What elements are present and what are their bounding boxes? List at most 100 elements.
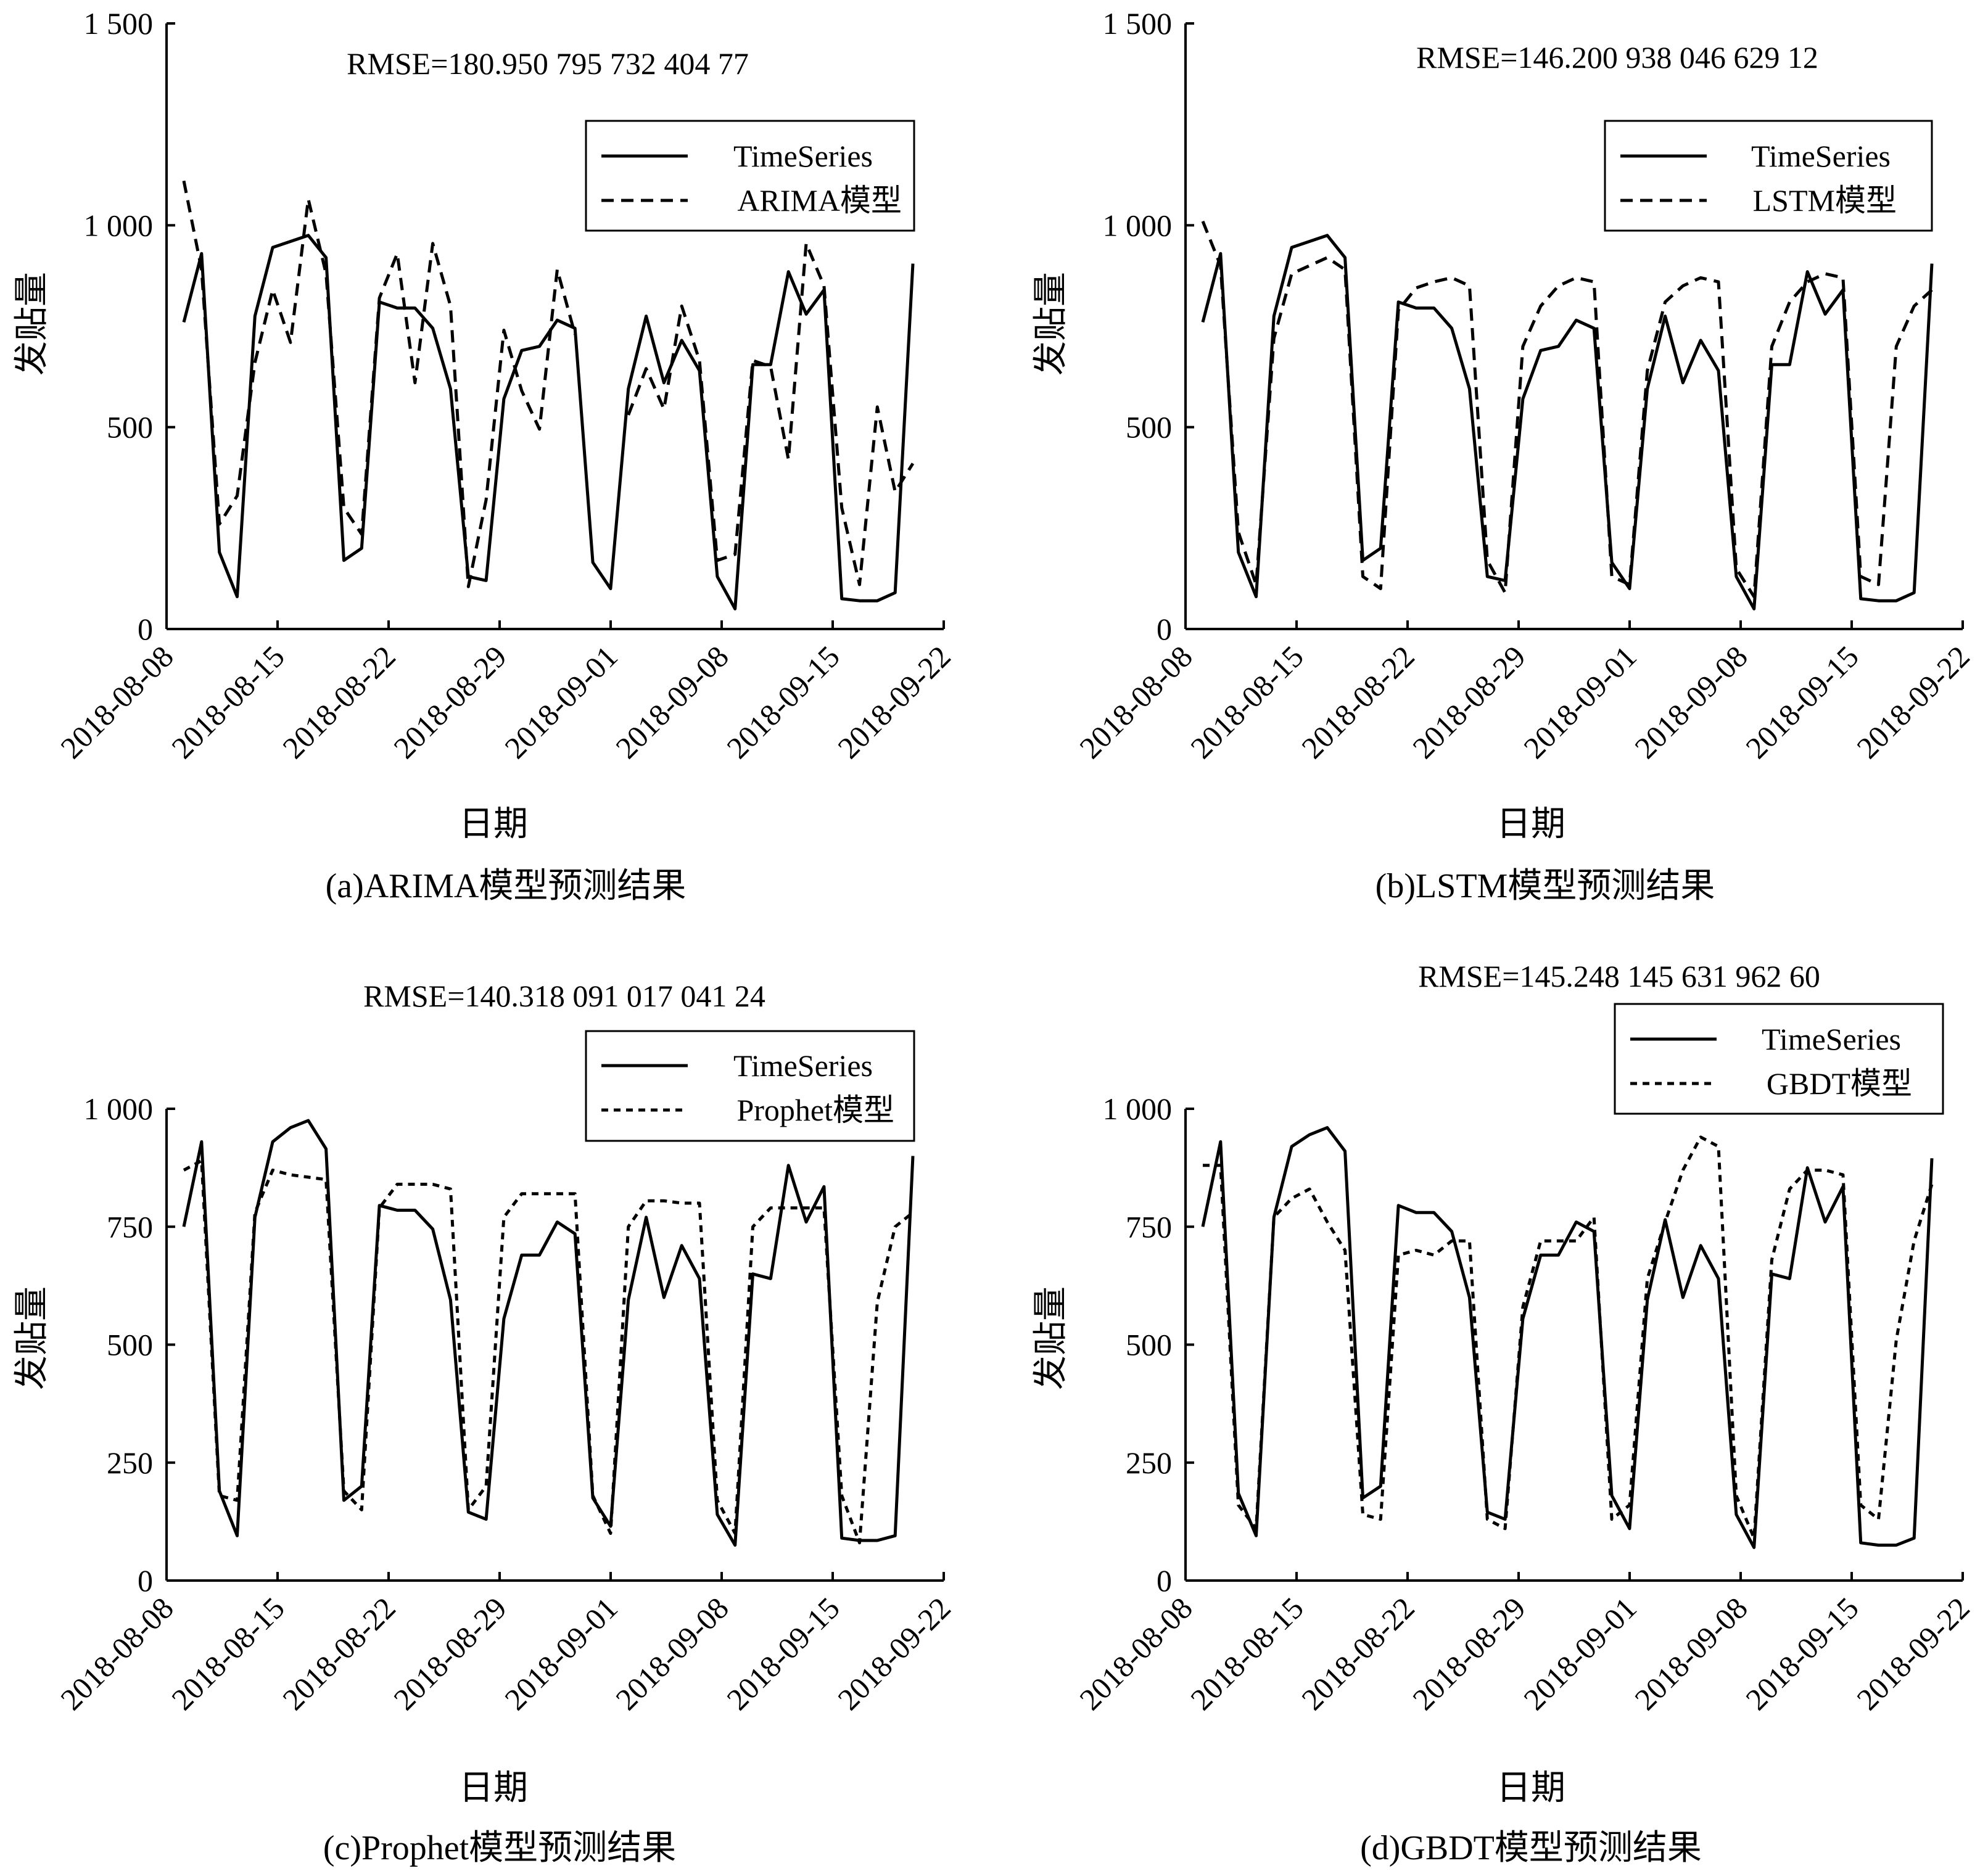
panel-c-legend-label-model: Prophet模型 [736, 1093, 894, 1127]
y-tick-label: 1 500 [1103, 6, 1173, 41]
panel-b-caption: (b)LSTM模型预测结果 [1376, 867, 1715, 905]
panel-c-xlabel: 日期 [459, 1769, 528, 1807]
x-tick-label: 2018-08-29 [387, 639, 513, 765]
panel-c-legend: TimeSeries Prophet模型 [585, 1030, 915, 1142]
x-tick-label: 2018-09-01 [1517, 639, 1643, 765]
y-tick-label: 500 [1126, 1328, 1172, 1362]
series-line-model [182, 180, 915, 588]
panel-b-legend-label-actual: TimeSeries [1751, 139, 1891, 173]
panel-d-ylabel: 发贴量 [1032, 1286, 1070, 1390]
panel-d-legend: TimeSeries GBDT模型 [1614, 1003, 1944, 1115]
y-tick-label: 750 [1126, 1209, 1172, 1244]
x-tick-label: 2018-09-01 [1517, 1590, 1643, 1717]
x-tick-label: 2018-09-08 [1628, 1590, 1754, 1717]
y-tick-label: 1 000 [1103, 1092, 1173, 1126]
series-line-model [1203, 1135, 1934, 1540]
panel-a-caption: (a)ARIMA模型预测结果 [326, 867, 687, 905]
x-tick-label: 2018-08-22 [276, 639, 402, 765]
y-tick-label: 1 500 [84, 6, 154, 41]
y-tick-label: 0 [1157, 1563, 1172, 1598]
panel-d-caption: (d)GBDT模型预测结果 [1360, 1829, 1702, 1867]
panel-c-caption: (c)Prophet模型预测结果 [323, 1829, 676, 1867]
panel-a-legend-box [585, 120, 915, 232]
y-tick-label: 500 [107, 410, 153, 445]
x-tick-label: 2018-08-15 [165, 639, 291, 765]
y-tick-label: 750 [107, 1209, 153, 1244]
series-line-actual [182, 234, 915, 611]
panel-b-legend-box [1604, 120, 1933, 232]
panel-b-rmse-annotation: RMSE=146.200 938 046 629 12 [1416, 40, 1818, 75]
y-tick-label: 250 [107, 1445, 153, 1480]
x-tick-label: 2018-08-29 [387, 1590, 513, 1717]
panel-c-rmse-annotation: RMSE=140.318 091 017 041 24 [363, 979, 765, 1013]
panel-d-rmse-annotation: RMSE=145.248 145 631 962 60 [1418, 959, 1820, 993]
y-tick-label: 500 [107, 1328, 153, 1362]
x-tick-label: 2018-09-15 [720, 639, 846, 765]
x-tick-label: 2018-09-15 [1739, 639, 1865, 765]
y-tick-label: 1 000 [84, 1092, 154, 1126]
y-tick-label: 500 [1126, 410, 1172, 445]
panel-a-rmse-annotation: RMSE=180.950 795 732 404 77 [347, 46, 749, 81]
panel-d-legend-label-model: GBDT模型 [1767, 1066, 1912, 1101]
panel-d-legend-box [1614, 1003, 1944, 1115]
x-tick-label: 2018-08-22 [1295, 1590, 1421, 1717]
x-tick-label: 2018-09-15 [1739, 1590, 1865, 1717]
series-line-model [183, 1159, 914, 1545]
panel-a-series [182, 180, 915, 611]
panel-a-xlabel: 日期 [459, 805, 528, 844]
y-tick-label: 250 [1126, 1445, 1172, 1480]
x-tick-label: 2018-08-29 [1406, 639, 1532, 765]
x-tick-label: 2018-09-08 [609, 1590, 735, 1717]
x-tick-label: 2018-08-08 [54, 1590, 180, 1717]
x-tick-label: 2018-08-15 [1184, 639, 1310, 765]
x-tick-label: 2018-09-08 [609, 639, 735, 765]
panel-b-xlabel: 日期 [1496, 805, 1565, 844]
x-tick-label: 2018-08-08 [54, 639, 180, 765]
y-tick-label: 0 [138, 612, 153, 646]
x-tick-label: 2018-09-22 [1850, 639, 1976, 765]
x-tick-label: 2018-08-15 [165, 1590, 291, 1717]
x-tick-label: 2018-09-01 [498, 1590, 624, 1717]
panel-b-ylabel: 发贴量 [1032, 272, 1070, 376]
panel-c-legend-label-actual: TimeSeries [733, 1048, 873, 1083]
x-tick-label: 2018-08-29 [1406, 1590, 1532, 1717]
y-tick-label: 0 [1157, 612, 1172, 646]
panel-d-legend-label-actual: TimeSeries [1762, 1022, 1901, 1056]
panel-b-legend: TimeSeries LSTM模型 [1604, 120, 1933, 232]
series-line-actual [1201, 234, 1934, 611]
x-tick-label: 2018-09-15 [720, 1590, 846, 1717]
panel-d-series [1201, 1126, 1934, 1549]
y-tick-label: 0 [138, 1563, 153, 1598]
series-line-actual [182, 1119, 915, 1547]
panel-b-legend-label-model: LSTM模型 [1753, 183, 1897, 218]
y-tick-label: 1 000 [1103, 208, 1173, 242]
series-line-actual [1201, 1126, 1934, 1549]
x-tick-label: 2018-08-08 [1073, 1590, 1199, 1717]
y-tick-label: 1 000 [84, 208, 154, 242]
x-tick-label: 2018-09-22 [1850, 1590, 1976, 1717]
panel-a-legend-label-model: ARIMA模型 [737, 183, 902, 218]
series-line-model [1201, 220, 1933, 599]
panel-a-legend-label-actual: TimeSeries [733, 139, 873, 173]
panel-d-xlabel: 日期 [1496, 1769, 1565, 1807]
panel-a-legend: TimeSeries ARIMA模型 [585, 120, 915, 232]
x-tick-label: 2018-09-22 [831, 1590, 957, 1717]
panel-a-ylabel: 发贴量 [13, 272, 51, 376]
x-tick-label: 2018-09-22 [831, 639, 957, 765]
x-tick-label: 2018-08-22 [276, 1590, 402, 1717]
x-tick-label: 2018-08-15 [1184, 1590, 1310, 1717]
x-tick-label: 2018-09-08 [1628, 639, 1754, 765]
panel-c-series [182, 1119, 915, 1547]
panel-c-ylabel: 发贴量 [13, 1286, 51, 1390]
x-tick-label: 2018-08-22 [1295, 639, 1421, 765]
x-tick-label: 2018-09-01 [498, 639, 624, 765]
panel-b-series [1201, 220, 1934, 611]
x-tick-label: 2018-08-08 [1073, 639, 1199, 765]
